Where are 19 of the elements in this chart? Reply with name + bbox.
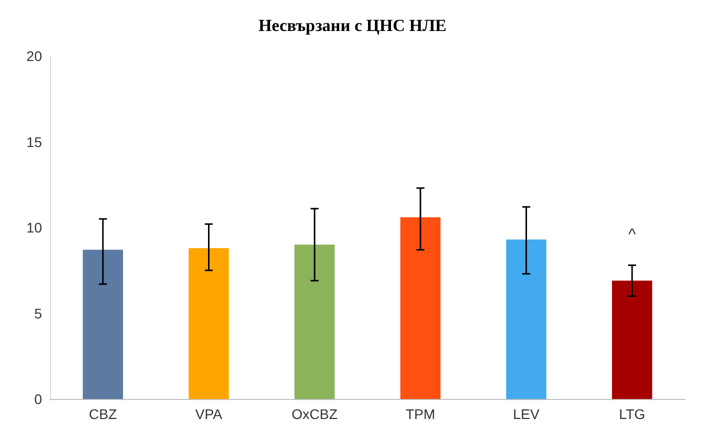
bar: [612, 280, 652, 399]
x-tick-label: OxCBZ: [292, 406, 338, 422]
annotation: ^: [628, 226, 636, 244]
x-tick-label: LTG: [618, 406, 646, 422]
x-tick-label: LEV: [513, 406, 540, 422]
y-tick-label: 0: [34, 391, 42, 407]
bar: [506, 240, 546, 399]
bar: [188, 248, 229, 399]
chart-title: Несвързани с ЦНС НЛЕ: [258, 16, 447, 35]
x-tick-label: VPA: [195, 406, 223, 422]
x-tick-label: CBZ: [88, 406, 118, 422]
y-tick-label: 20: [26, 48, 42, 64]
bar: [294, 244, 335, 399]
bar: [82, 250, 124, 399]
bar: [400, 217, 441, 399]
y-tick-label: 10: [26, 220, 42, 236]
y-tick-label: 15: [26, 134, 42, 150]
x-tick-label: TPM: [406, 406, 436, 422]
y-tick-label: 5: [34, 305, 42, 322]
